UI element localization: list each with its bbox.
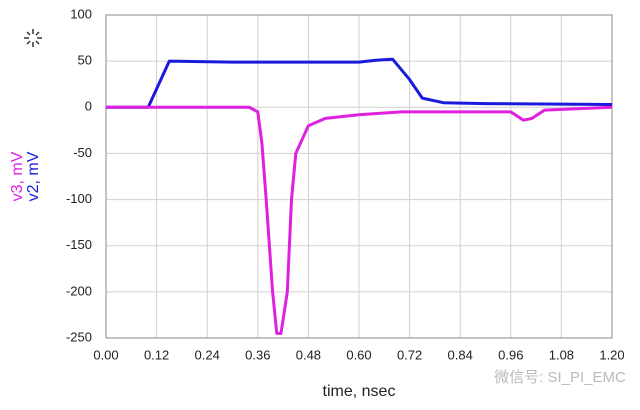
x-tick-label: 0.48 [296, 347, 321, 362]
y-tick-label: -100 [66, 191, 92, 206]
y-tick-label: -200 [66, 283, 92, 298]
y-axis-label: v3, mV [9, 151, 26, 201]
y-tick-label: 50 [78, 53, 92, 68]
plot-frame [105, 14, 613, 339]
x-tick-label: 0.60 [346, 347, 371, 362]
x-tick-label: 0.96 [498, 347, 523, 362]
x-tick-label: 0.00 [93, 347, 118, 362]
x-tick-label: 1.20 [599, 347, 624, 362]
logo-icon [24, 29, 42, 47]
x-tick-label: 0.24 [195, 347, 220, 362]
y-axis-label: v2, mV [25, 151, 42, 201]
y-tick-label: -150 [66, 237, 92, 252]
x-tick-label: 0.84 [448, 347, 473, 362]
x-axis-label: time, nsec [323, 383, 396, 400]
y-tick-label: -250 [66, 329, 92, 344]
y-tick-label: 0 [85, 99, 92, 114]
series-line [106, 105, 613, 335]
x-tick-label: 1.08 [549, 347, 574, 362]
y-tick-label: 100 [70, 6, 92, 21]
x-tick-label: 0.36 [245, 347, 270, 362]
x-tick-label: 0.72 [397, 347, 422, 362]
watermark: 微信号: SI_PI_EMC [494, 369, 626, 386]
series-line [106, 57, 613, 109]
x-tick-label: 0.12 [144, 347, 169, 362]
y-tick-label: -50 [73, 145, 92, 160]
